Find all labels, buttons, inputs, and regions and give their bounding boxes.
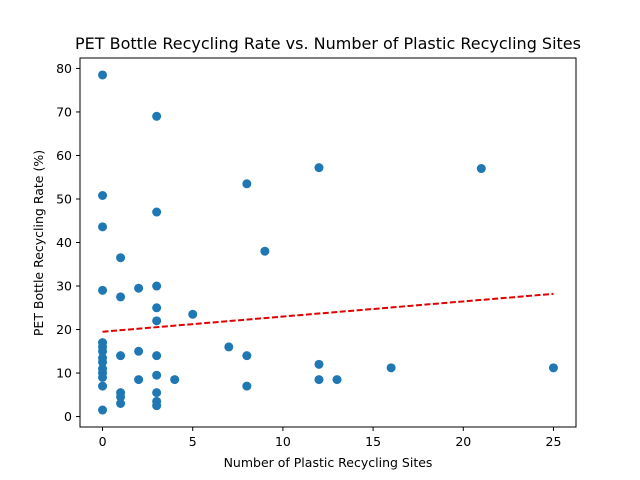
y-tick-label: 30 (56, 279, 72, 294)
data-point (98, 346, 108, 356)
data-point (98, 222, 108, 232)
chart-title: PET Bottle Recycling Rate vs. Number of … (75, 34, 581, 53)
x-tick-label: 15 (365, 434, 381, 449)
x-tick-label: 0 (99, 434, 107, 449)
data-point (314, 375, 324, 385)
y-tick-label: 40 (56, 235, 72, 250)
data-point (188, 309, 198, 319)
data-point (152, 370, 162, 380)
data-point (152, 111, 162, 121)
data-point (152, 207, 162, 217)
data-point (98, 405, 108, 415)
data-point (98, 70, 108, 80)
x-tick-label: 20 (455, 434, 471, 449)
data-point (548, 363, 558, 373)
y-tick-label: 80 (56, 61, 72, 76)
data-point (152, 388, 162, 398)
data-point (98, 357, 108, 367)
y-tick-label: 20 (56, 322, 72, 337)
x-tick-label: 5 (189, 434, 197, 449)
data-point (134, 283, 144, 293)
data-point (116, 292, 126, 302)
x-tick-label: 10 (275, 434, 291, 449)
data-point (242, 179, 252, 189)
data-point (134, 375, 144, 385)
data-point (152, 303, 162, 313)
plot-area (98, 70, 558, 415)
data-point (116, 351, 126, 361)
y-tick-label: 70 (56, 104, 72, 119)
data-point (242, 381, 252, 391)
y-axis-ticks: 0 10 20 30 40 50 60 70 80 (56, 61, 80, 424)
data-point (116, 253, 126, 263)
x-axis-label: Number of Plastic Recycling Sites (224, 455, 433, 470)
data-point (152, 401, 162, 411)
data-point (152, 281, 162, 291)
data-point (242, 351, 252, 361)
y-tick-label: 0 (64, 409, 72, 424)
data-point (98, 191, 108, 201)
data-point (116, 392, 126, 402)
data-point (332, 375, 342, 385)
data-point (98, 285, 108, 295)
trend-line (102, 292, 554, 333)
y-tick-label: 10 (56, 366, 72, 381)
data-point (260, 246, 270, 256)
x-axis-ticks: 0 5 10 15 20 25 (99, 427, 562, 449)
data-point (152, 351, 162, 361)
y-axis-label: PET Bottle Recycling Rate (%) (31, 150, 46, 336)
y-tick-label: 60 (56, 148, 72, 163)
data-point (314, 359, 324, 369)
data-point (98, 381, 108, 391)
data-point (98, 372, 108, 382)
y-tick-label: 50 (56, 191, 72, 206)
x-tick-label: 25 (546, 434, 562, 449)
data-point (116, 399, 126, 409)
data-point (152, 316, 162, 326)
plot-frame (79, 57, 577, 428)
data-point (170, 375, 180, 385)
data-point (224, 342, 234, 352)
data-point (314, 163, 324, 173)
data-point (134, 346, 144, 356)
data-point (386, 363, 396, 373)
data-point (476, 164, 486, 174)
